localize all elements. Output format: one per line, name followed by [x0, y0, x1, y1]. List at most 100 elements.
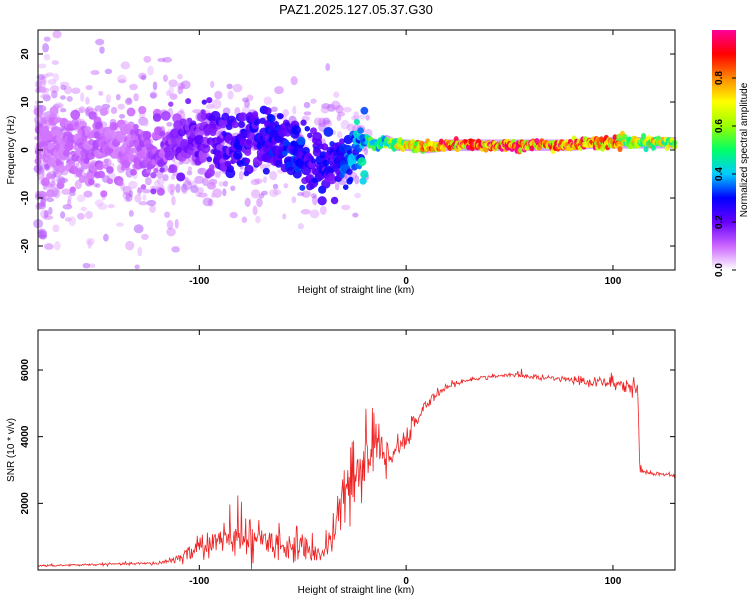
spectrogram-point — [186, 170, 193, 176]
spectrogram-point — [125, 240, 135, 251]
spectrogram-point — [38, 63, 47, 69]
spectrogram-point — [53, 240, 61, 251]
spectrogram-point — [125, 193, 133, 202]
spectrogram-point — [296, 136, 306, 146]
spectrogram-point — [62, 204, 73, 210]
spectrogram-point — [222, 188, 227, 197]
spectrogram-point — [210, 80, 215, 89]
spectrogram-point — [254, 118, 261, 125]
spectrogram-point — [225, 168, 236, 179]
spectrogram-point — [49, 85, 60, 94]
spectrogram-point — [303, 111, 312, 116]
spectrogram-point — [278, 113, 284, 119]
spectrogram-x-tick-label: 0 — [403, 276, 409, 287]
spectrogram-point — [312, 148, 322, 157]
spectrogram-point — [40, 94, 50, 99]
spectrogram-point — [142, 193, 147, 201]
spectrogram-point — [169, 164, 178, 173]
spectrogram-point — [51, 177, 56, 183]
spectrogram-point — [38, 234, 47, 240]
spectrogram-point — [69, 165, 79, 175]
spectrogram-point — [82, 262, 91, 269]
colorbar-label: Normalized spectral amplitude — [739, 82, 750, 217]
spectrogram-point — [85, 96, 90, 105]
spectrogram-point — [38, 229, 44, 235]
spectrogram-point — [166, 227, 176, 237]
spectrogram-point — [117, 103, 125, 110]
spectrogram-point — [84, 107, 90, 117]
spectrogram-point — [254, 178, 263, 184]
spectrogram-point — [106, 166, 114, 174]
spectrogram-point — [300, 119, 307, 126]
spectrogram-point — [300, 208, 311, 215]
spectrogram-point — [149, 205, 156, 213]
spectrogram-point — [207, 182, 216, 190]
spectrogram-point — [259, 164, 268, 169]
spectrogram-point — [49, 181, 56, 188]
spectrogram-point — [43, 36, 51, 42]
spectrogram-point — [274, 86, 284, 95]
spectrogram-point — [354, 192, 362, 199]
spectrogram-point — [202, 197, 213, 207]
spectrogram-point — [195, 191, 202, 198]
spectrogram-point — [168, 101, 174, 107]
spectrogram-point — [282, 213, 287, 220]
colorbar-tick-label: 0.8 — [714, 71, 725, 85]
spectrogram-point — [142, 130, 152, 140]
snr-y-tick-label: 2000 — [20, 492, 31, 515]
spectrogram-point — [202, 178, 209, 187]
spectrogram-point — [206, 156, 213, 163]
spectrogram-point — [182, 180, 193, 191]
spectrogram-point — [211, 99, 222, 110]
spectrogram-point — [42, 94, 51, 102]
spectrogram-point — [75, 162, 80, 168]
spectrogram-point — [229, 211, 238, 219]
colorbar-tick-label: 0.4 — [714, 167, 725, 181]
spectrogram-point — [322, 159, 330, 167]
spectrogram-point — [320, 105, 330, 114]
spectrogram-point — [227, 90, 234, 100]
spectrogram-point — [42, 162, 50, 170]
spectrogram-point — [299, 184, 306, 191]
spectrogram-point — [84, 125, 92, 134]
spectrogram-point — [177, 128, 186, 137]
spectrogram-point — [124, 97, 133, 106]
snr-y-tick-label: 6000 — [20, 358, 31, 381]
spectrogram-point — [124, 196, 130, 203]
spectrogram-point — [149, 92, 157, 99]
spectrogram-point — [42, 91, 50, 97]
spectrogram-point — [197, 167, 207, 175]
spectrogram-point — [116, 222, 124, 227]
spectrogram-point — [218, 181, 225, 187]
spectrogram-point — [483, 146, 489, 153]
spectrogram-point — [226, 83, 233, 90]
spectrogram-point — [259, 117, 266, 125]
spectrogram-point — [323, 120, 333, 127]
spectrogram-point — [126, 107, 136, 117]
snr-y-ticks: 2000 4000 6000 — [20, 358, 675, 514]
spectrogram-point — [130, 168, 137, 176]
spectrogram-point — [94, 199, 104, 207]
spectrogram-point — [43, 210, 49, 218]
spectrogram-point — [181, 185, 188, 195]
colorbar: 0.0 0.2 0.4 0.6 0.8 Normalized spectral ampl… — [712, 30, 750, 277]
spectrogram-point — [150, 188, 157, 195]
snr-plot-area — [38, 330, 675, 570]
spectrogram-point — [86, 237, 95, 246]
spectrogram-point — [137, 246, 143, 257]
spectrogram-point — [130, 147, 137, 153]
spectrogram-point — [336, 114, 342, 121]
spectrogram-point — [198, 167, 205, 174]
spectrogram-point — [185, 98, 192, 105]
spectrogram-point — [337, 111, 346, 117]
spectrogram-point — [97, 203, 108, 210]
snr-x-tick-label: 100 — [605, 576, 622, 587]
spectrogram-point — [354, 175, 360, 185]
spectrogram-point — [180, 80, 191, 90]
spectrogram-point — [360, 170, 369, 179]
spectrogram-x-tick-label: -100 — [189, 276, 209, 287]
spectrogram-point — [223, 180, 229, 187]
spectrogram-point — [144, 176, 152, 186]
spectrogram-point — [160, 110, 171, 121]
spectrogram-point — [201, 99, 207, 105]
